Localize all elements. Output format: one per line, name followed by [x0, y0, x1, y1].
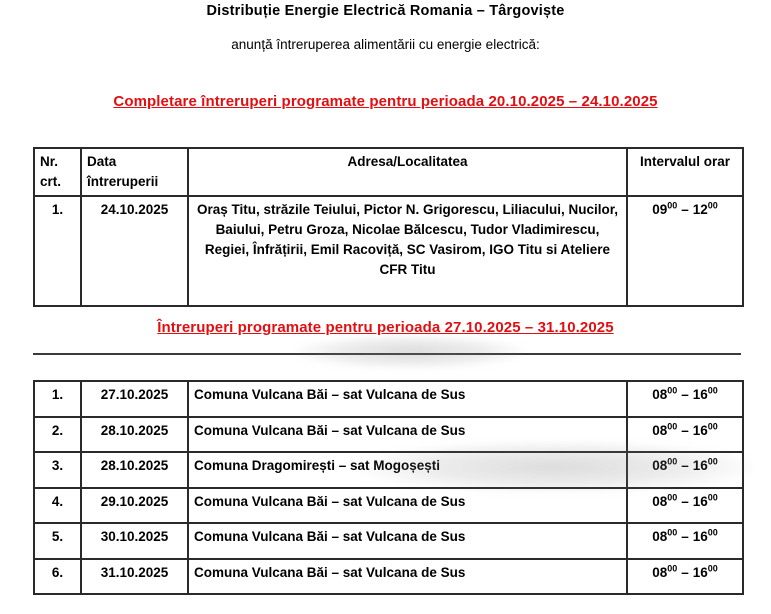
- cell-interval: 0800–1600: [626, 557, 744, 595]
- cell-address: Comuna Vulcana Băi – sat Vulcana de Sus: [187, 557, 628, 595]
- cell-interval: 0800–1600: [626, 415, 744, 453]
- interval-end: 16: [692, 458, 708, 473]
- table-row: 2. 28.10.2025 Comuna Vulcana Băi – sat V…: [33, 415, 744, 453]
- cell-date: 28.10.2025: [80, 451, 189, 489]
- interval-start: 08: [652, 422, 668, 438]
- document-title: Distribuție Energie Electrică Romania – …: [206, 3, 565, 19]
- cell-nr: 4.: [33, 486, 82, 524]
- interval-end: 12: [692, 202, 708, 217]
- interval-start-sup: 00: [667, 527, 678, 538]
- cell-address: Comuna Vulcana Băi – sat Vulcana de Sus: [187, 522, 628, 560]
- cell-nr: 2.: [33, 415, 82, 453]
- interval-end: 16: [692, 493, 708, 509]
- header-nr-crt: Nr. crt.: [33, 147, 82, 197]
- cell-date: 31.10.2025: [80, 557, 189, 595]
- interval-dash: –: [681, 202, 689, 217]
- interval-dash: –: [681, 493, 689, 509]
- interval-start: 09: [652, 202, 668, 217]
- interval-end-sup: 00: [707, 456, 718, 467]
- cell-nr: 1.: [33, 380, 82, 418]
- table-row: 4. 29.10.2025 Comuna Vulcana Băi – sat V…: [33, 486, 744, 524]
- cell-nr: 5.: [33, 522, 82, 560]
- cell-address: Oraș Titu, străzile Teiului, Pictor N. G…: [187, 195, 628, 307]
- interval-start-sup: 00: [667, 456, 678, 467]
- outage-table-programate: 1. 27.10.2025 Comuna Vulcana Băi – sat V…: [33, 380, 744, 595]
- interval-start-sup: 00: [667, 563, 678, 573]
- interval-start: 08: [652, 458, 668, 473]
- cell-interval: 0800–1600: [626, 380, 744, 418]
- cell-date: 30.10.2025: [80, 522, 189, 560]
- interval-start: 08: [652, 564, 668, 580]
- cell-address: Comuna Dragomirești – sat Mogoșești: [187, 451, 628, 489]
- interval-end-sup: 00: [707, 385, 718, 396]
- cell-interval: 0800–1600: [626, 486, 744, 524]
- cell-address: Comuna Vulcana Băi – sat Vulcana de Sus: [187, 486, 628, 524]
- interval-dash: –: [681, 458, 689, 473]
- table-row: 1. 24.10.2025 Oraș Titu, străzile Teiulu…: [33, 195, 744, 307]
- interval-start: 08: [652, 387, 668, 402]
- document-subtitle: anunță întreruperea alimentării cu energ…: [231, 37, 540, 52]
- cell-interval: 0900–1200: [626, 195, 744, 307]
- cell-date: 29.10.2025: [80, 486, 189, 524]
- interval-end-sup: 00: [707, 527, 718, 538]
- interval-dash: –: [681, 564, 689, 580]
- horizontal-rule: [33, 353, 741, 355]
- cell-date: 28.10.2025: [80, 415, 189, 453]
- cell-address: Comuna Vulcana Băi – sat Vulcana de Sus: [187, 415, 628, 453]
- interval-dash: –: [681, 529, 689, 544]
- cell-address: Comuna Vulcana Băi – sat Vulcana de Sus: [187, 380, 628, 418]
- faint-watermark: [295, 335, 525, 369]
- table-row: 6. 31.10.2025 Comuna Vulcana Băi – sat V…: [33, 557, 744, 595]
- table-header-row: Nr. crt. Data întreruperii Adresa/Locali…: [33, 147, 744, 197]
- interval-dash: –: [681, 387, 689, 402]
- header-adresa-localitatea: Adresa/Localitatea: [187, 147, 628, 197]
- interval-start-sup: 00: [667, 492, 678, 502]
- interval-dash: –: [681, 422, 689, 438]
- header-data-intreruperii: Data întreruperii: [80, 147, 189, 197]
- interval-start-sup: 00: [667, 421, 678, 431]
- interval-end: 16: [692, 387, 708, 402]
- cell-nr: 1.: [33, 195, 82, 307]
- interval-end: 16: [692, 422, 708, 438]
- interval-end: 16: [692, 529, 708, 544]
- cell-interval: 0800–1600: [626, 522, 744, 560]
- interval-end-sup: 00: [707, 421, 718, 431]
- header-intervalul-orar: Intervalul orar: [626, 147, 744, 197]
- cell-interval: 0800–1600: [626, 451, 744, 489]
- interval-end-sup: 00: [707, 492, 718, 502]
- interval-end-sup: 00: [707, 200, 718, 211]
- interval-start-sup: 00: [667, 385, 678, 396]
- cell-date: 24.10.2025: [80, 195, 189, 307]
- interval-start-sup: 00: [667, 200, 678, 211]
- interval-start: 08: [652, 493, 668, 509]
- section1-heading: Completare întreruperi programate pentru…: [113, 93, 658, 110]
- outage-table-completare: Nr. crt. Data întreruperii Adresa/Locali…: [33, 147, 744, 307]
- table-row: 5. 30.10.2025 Comuna Vulcana Băi – sat V…: [33, 522, 744, 560]
- interval-end-sup: 00: [707, 563, 718, 573]
- interval-end: 16: [692, 564, 708, 580]
- table-row: 3. 28.10.2025 Comuna Dragomirești – sat …: [33, 451, 744, 489]
- cell-nr: 3.: [33, 451, 82, 489]
- section2-heading: Întreruperi programate pentru perioada 2…: [157, 319, 614, 336]
- interval-start: 08: [652, 529, 668, 544]
- cell-date: 27.10.2025: [80, 380, 189, 418]
- cell-nr: 6.: [33, 557, 82, 595]
- table-row: 1. 27.10.2025 Comuna Vulcana Băi – sat V…: [33, 380, 744, 418]
